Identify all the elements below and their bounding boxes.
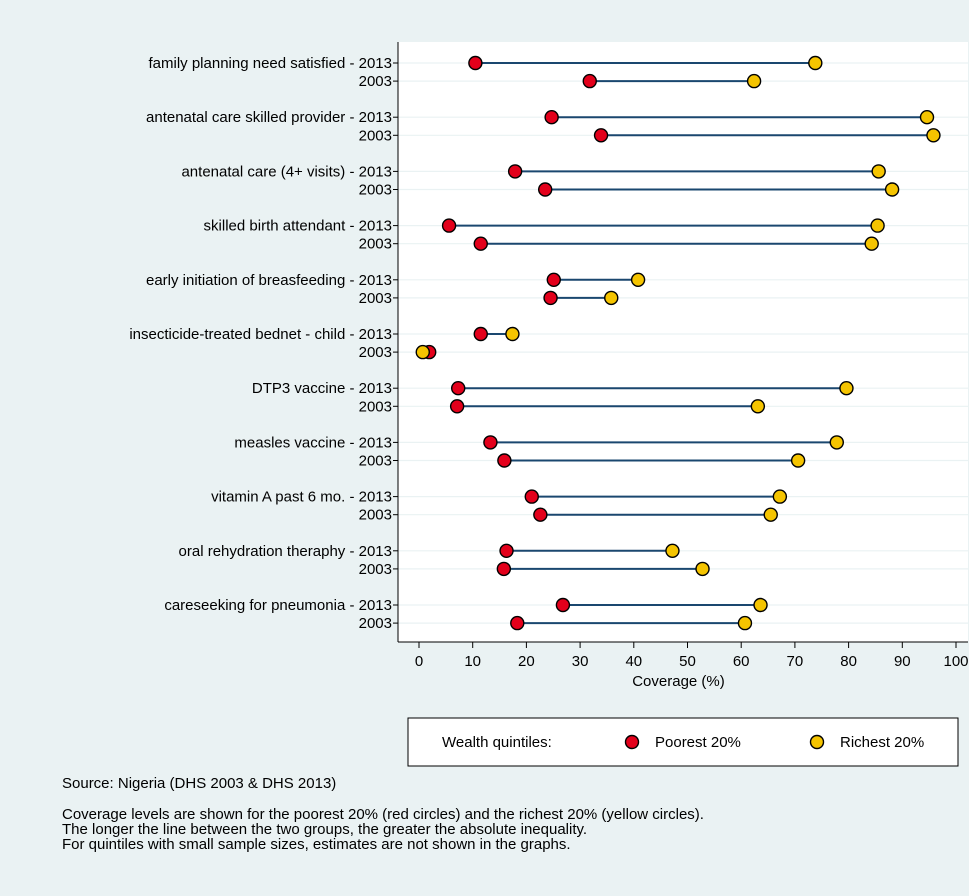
richest-marker: [864, 236, 879, 251]
y-tick-label: 2003: [359, 182, 392, 199]
y-tick-label: vitamin A past 6 mo. - 2013: [211, 489, 392, 506]
legend-label-richest: Richest 20%: [840, 734, 924, 751]
poorest-marker: [555, 597, 571, 613]
plot-area: [398, 42, 968, 642]
y-tick-label: 2003: [359, 236, 392, 253]
x-tick-label: 10: [464, 653, 481, 670]
x-axis-title: Coverage (%): [632, 673, 725, 690]
poorest-marker: [507, 164, 523, 179]
note-line-2: The longer the line between the two grou…: [62, 821, 588, 838]
poorest-marker: [537, 182, 553, 197]
richest-marker: [695, 561, 710, 577]
x-tick-label: 80: [840, 653, 857, 670]
poorest-marker: [451, 381, 466, 396]
richest-marker: [415, 344, 430, 360]
richest-marker: [753, 597, 768, 613]
y-tick-label: 2003: [359, 290, 392, 307]
poorest-marker: [497, 453, 512, 468]
poorest-marker: [544, 109, 559, 125]
poorest-marker: [582, 73, 597, 89]
richest-marker: [829, 435, 844, 450]
x-tick-label: 90: [894, 653, 911, 670]
poorest-marker: [441, 218, 457, 233]
poorest-marker: [510, 615, 525, 631]
x-tick-label: 20: [518, 653, 535, 670]
x-tick-label: 100: [943, 653, 968, 670]
y-tick-label: antenatal care skilled provider - 2013: [146, 109, 392, 126]
richest-marker: [919, 109, 935, 125]
y-tick-label: skilled birth attendant - 2013: [204, 218, 392, 235]
y-tick-label: antenatal care (4+ visits) - 2013: [181, 163, 392, 180]
y-tick-label: measles vaccine - 2013: [234, 434, 392, 451]
richest-marker: [790, 453, 806, 468]
y-tick-label: 2003: [359, 615, 392, 632]
x-tick-label: 40: [625, 653, 642, 670]
y-tick-label: 2003: [359, 344, 392, 361]
richest-marker: [808, 55, 823, 71]
y-tick-label: early initiation of breasfeeding - 2013: [146, 272, 392, 289]
richest-marker: [884, 182, 900, 197]
legend-marker-richest: [809, 734, 825, 750]
y-tick-label: 2003: [359, 453, 392, 470]
richest-marker: [737, 615, 753, 631]
richest-marker: [746, 73, 762, 89]
y-tick-label: careseeking for pneumonia - 2013: [164, 597, 392, 614]
richest-marker: [665, 543, 680, 558]
legend-marker-poorest: [624, 734, 640, 750]
y-tick-label: 2003: [359, 73, 392, 90]
poorest-marker: [499, 543, 514, 558]
y-tick-label: DTP3 vaccine - 2013: [252, 380, 392, 397]
poorest-marker: [468, 55, 483, 71]
x-tick-label: 0: [415, 653, 423, 670]
legend-box: [407, 717, 959, 767]
richest-marker: [871, 164, 886, 179]
x-tick-label: 70: [787, 653, 804, 670]
richest-marker: [630, 272, 646, 287]
richest-marker: [839, 381, 854, 396]
poorest-marker: [543, 290, 558, 306]
richest-marker: [772, 489, 788, 504]
poorest-marker: [473, 236, 488, 251]
legend-label-poorest: Poorest 20%: [655, 734, 741, 751]
note-line-3: For quintiles with small sample sizes, e…: [62, 836, 571, 853]
poorest-marker: [483, 435, 498, 450]
y-tick-label: family planning need satisfied - 2013: [149, 55, 393, 72]
poorest-marker: [546, 272, 561, 287]
poorest-marker: [593, 128, 609, 143]
y-tick-label: 2003: [359, 398, 392, 415]
poorest-marker: [473, 326, 488, 342]
x-tick-label: 60: [733, 653, 750, 670]
x-tick-label: 30: [572, 653, 589, 670]
richest-marker: [750, 399, 766, 414]
legend-title: Wealth quintiles:: [442, 734, 552, 751]
x-tick-label: 50: [679, 653, 696, 670]
note-line-1: Coverage levels are shown for the poores…: [62, 806, 704, 823]
y-tick-label: 2003: [359, 127, 392, 144]
richest-marker: [604, 290, 619, 306]
y-tick-label: 2003: [359, 561, 392, 578]
y-tick-label: 2003: [359, 507, 392, 524]
richest-marker: [870, 218, 885, 233]
richest-marker: [926, 128, 941, 143]
poorest-marker: [533, 507, 548, 522]
poorest-marker: [449, 399, 465, 414]
richest-marker: [505, 326, 520, 342]
poorest-marker: [524, 489, 539, 504]
poorest-marker: [496, 561, 512, 577]
richest-marker: [763, 507, 778, 522]
chart-notes: Source: Nigeria (DHS 2003 & DHS 2013) Co…: [62, 776, 942, 852]
source-note: Source: Nigeria (DHS 2003 & DHS 2013): [62, 775, 337, 792]
y-tick-label: insecticide-treated bednet - child - 201…: [129, 326, 392, 343]
y-tick-label: oral rehydration theraphy - 2013: [179, 543, 392, 560]
